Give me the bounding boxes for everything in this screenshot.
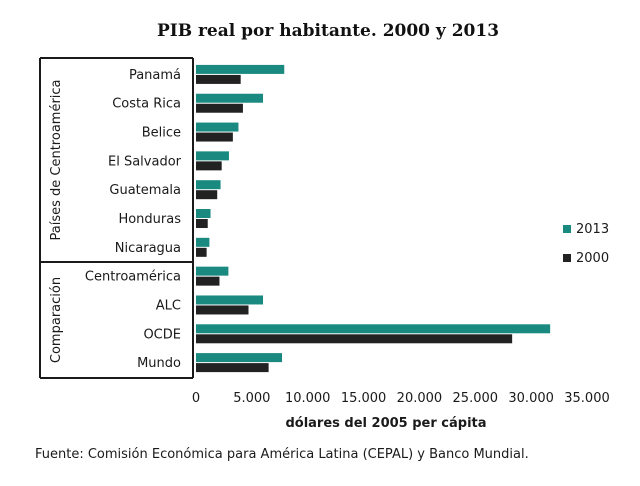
category-label-belice: Belice: [142, 126, 181, 141]
group-label-comparacion: Comparación: [49, 277, 64, 363]
x-tick-label: 5.000: [233, 391, 270, 406]
bars: [196, 64, 551, 373]
category-label-panama: Panamá: [129, 68, 181, 83]
bar-guatemala-2013: [196, 180, 221, 190]
legend: 2013 2000: [563, 222, 609, 266]
x-tick-label: 0: [192, 391, 200, 406]
bar-panama-2000: [196, 74, 241, 84]
category-label-el-salvador: El Salvador: [108, 154, 182, 169]
legend-label-2013: 2013: [576, 222, 609, 237]
bar-costa-rica-2000: [196, 103, 243, 113]
category-label-alc: ALC: [156, 298, 181, 313]
bar-el-salvador-2013: [196, 151, 229, 161]
bar-mundo-2000: [196, 363, 269, 373]
category-label-costa-rica: Costa Rica: [112, 97, 181, 112]
x-tick-label: 10.000: [285, 391, 331, 406]
group-labels: Países de Centroamérica Comparación: [49, 79, 64, 363]
bar-honduras-2013: [196, 209, 211, 219]
x-tick-label: 35.000: [564, 391, 610, 406]
bar-ocde-2000: [196, 334, 513, 344]
legend-swatch-2013: [563, 225, 571, 233]
bar-nicaragua-2013: [196, 237, 210, 247]
bar-alc-2000: [196, 305, 249, 315]
bar-panama-2013: [196, 64, 285, 74]
bar-belice-2013: [196, 122, 239, 132]
x-tick-label: 25.000: [453, 391, 499, 406]
source-note: Fuente: Comisión Económica para América …: [35, 447, 529, 462]
bar-alc-2013: [196, 295, 264, 305]
category-labels: Panamá Costa Rica Belice El Salvador Guatema…: [85, 68, 182, 371]
category-label-honduras: Honduras: [118, 212, 181, 227]
bar-centroamerica-2013: [196, 266, 229, 276]
group-label-paises-de-centroamerica: Países de Centroamérica: [49, 79, 64, 240]
bar-mundo-2013: [196, 353, 283, 363]
bar-belice-2000: [196, 132, 233, 142]
bar-honduras-2000: [196, 219, 208, 229]
x-tick-label: 30.000: [508, 391, 554, 406]
chart-title: PIB real por habitante. 2000 y 2013: [157, 21, 499, 41]
x-tick-labels: 0 5.000 10.000 15.000 20.000 25.000 30.000 35.0…: [192, 391, 610, 406]
x-tick-label: 15.000: [341, 391, 387, 406]
category-label-mundo: Mundo: [137, 356, 181, 371]
legend-label-2000: 2000: [576, 251, 609, 266]
category-label-ocde: OCDE: [143, 327, 181, 342]
bar-guatemala-2000: [196, 190, 218, 200]
x-axis-title: dólares del 2005 per cápita: [285, 416, 486, 431]
x-tick-label: 20.000: [397, 391, 443, 406]
bar-centroamerica-2000: [196, 276, 220, 286]
category-label-nicaragua: Nicaragua: [115, 241, 181, 256]
legend-swatch-2000: [563, 254, 571, 262]
bar-nicaragua-2000: [196, 247, 207, 257]
category-label-centroamerica: Centroamérica: [85, 270, 181, 285]
bar-el-salvador-2000: [196, 161, 222, 171]
bar-costa-rica-2013: [196, 93, 264, 103]
bar-ocde-2013: [196, 324, 551, 334]
category-frame: [39, 57, 194, 379]
category-label-guatemala: Guatemala: [109, 183, 181, 198]
